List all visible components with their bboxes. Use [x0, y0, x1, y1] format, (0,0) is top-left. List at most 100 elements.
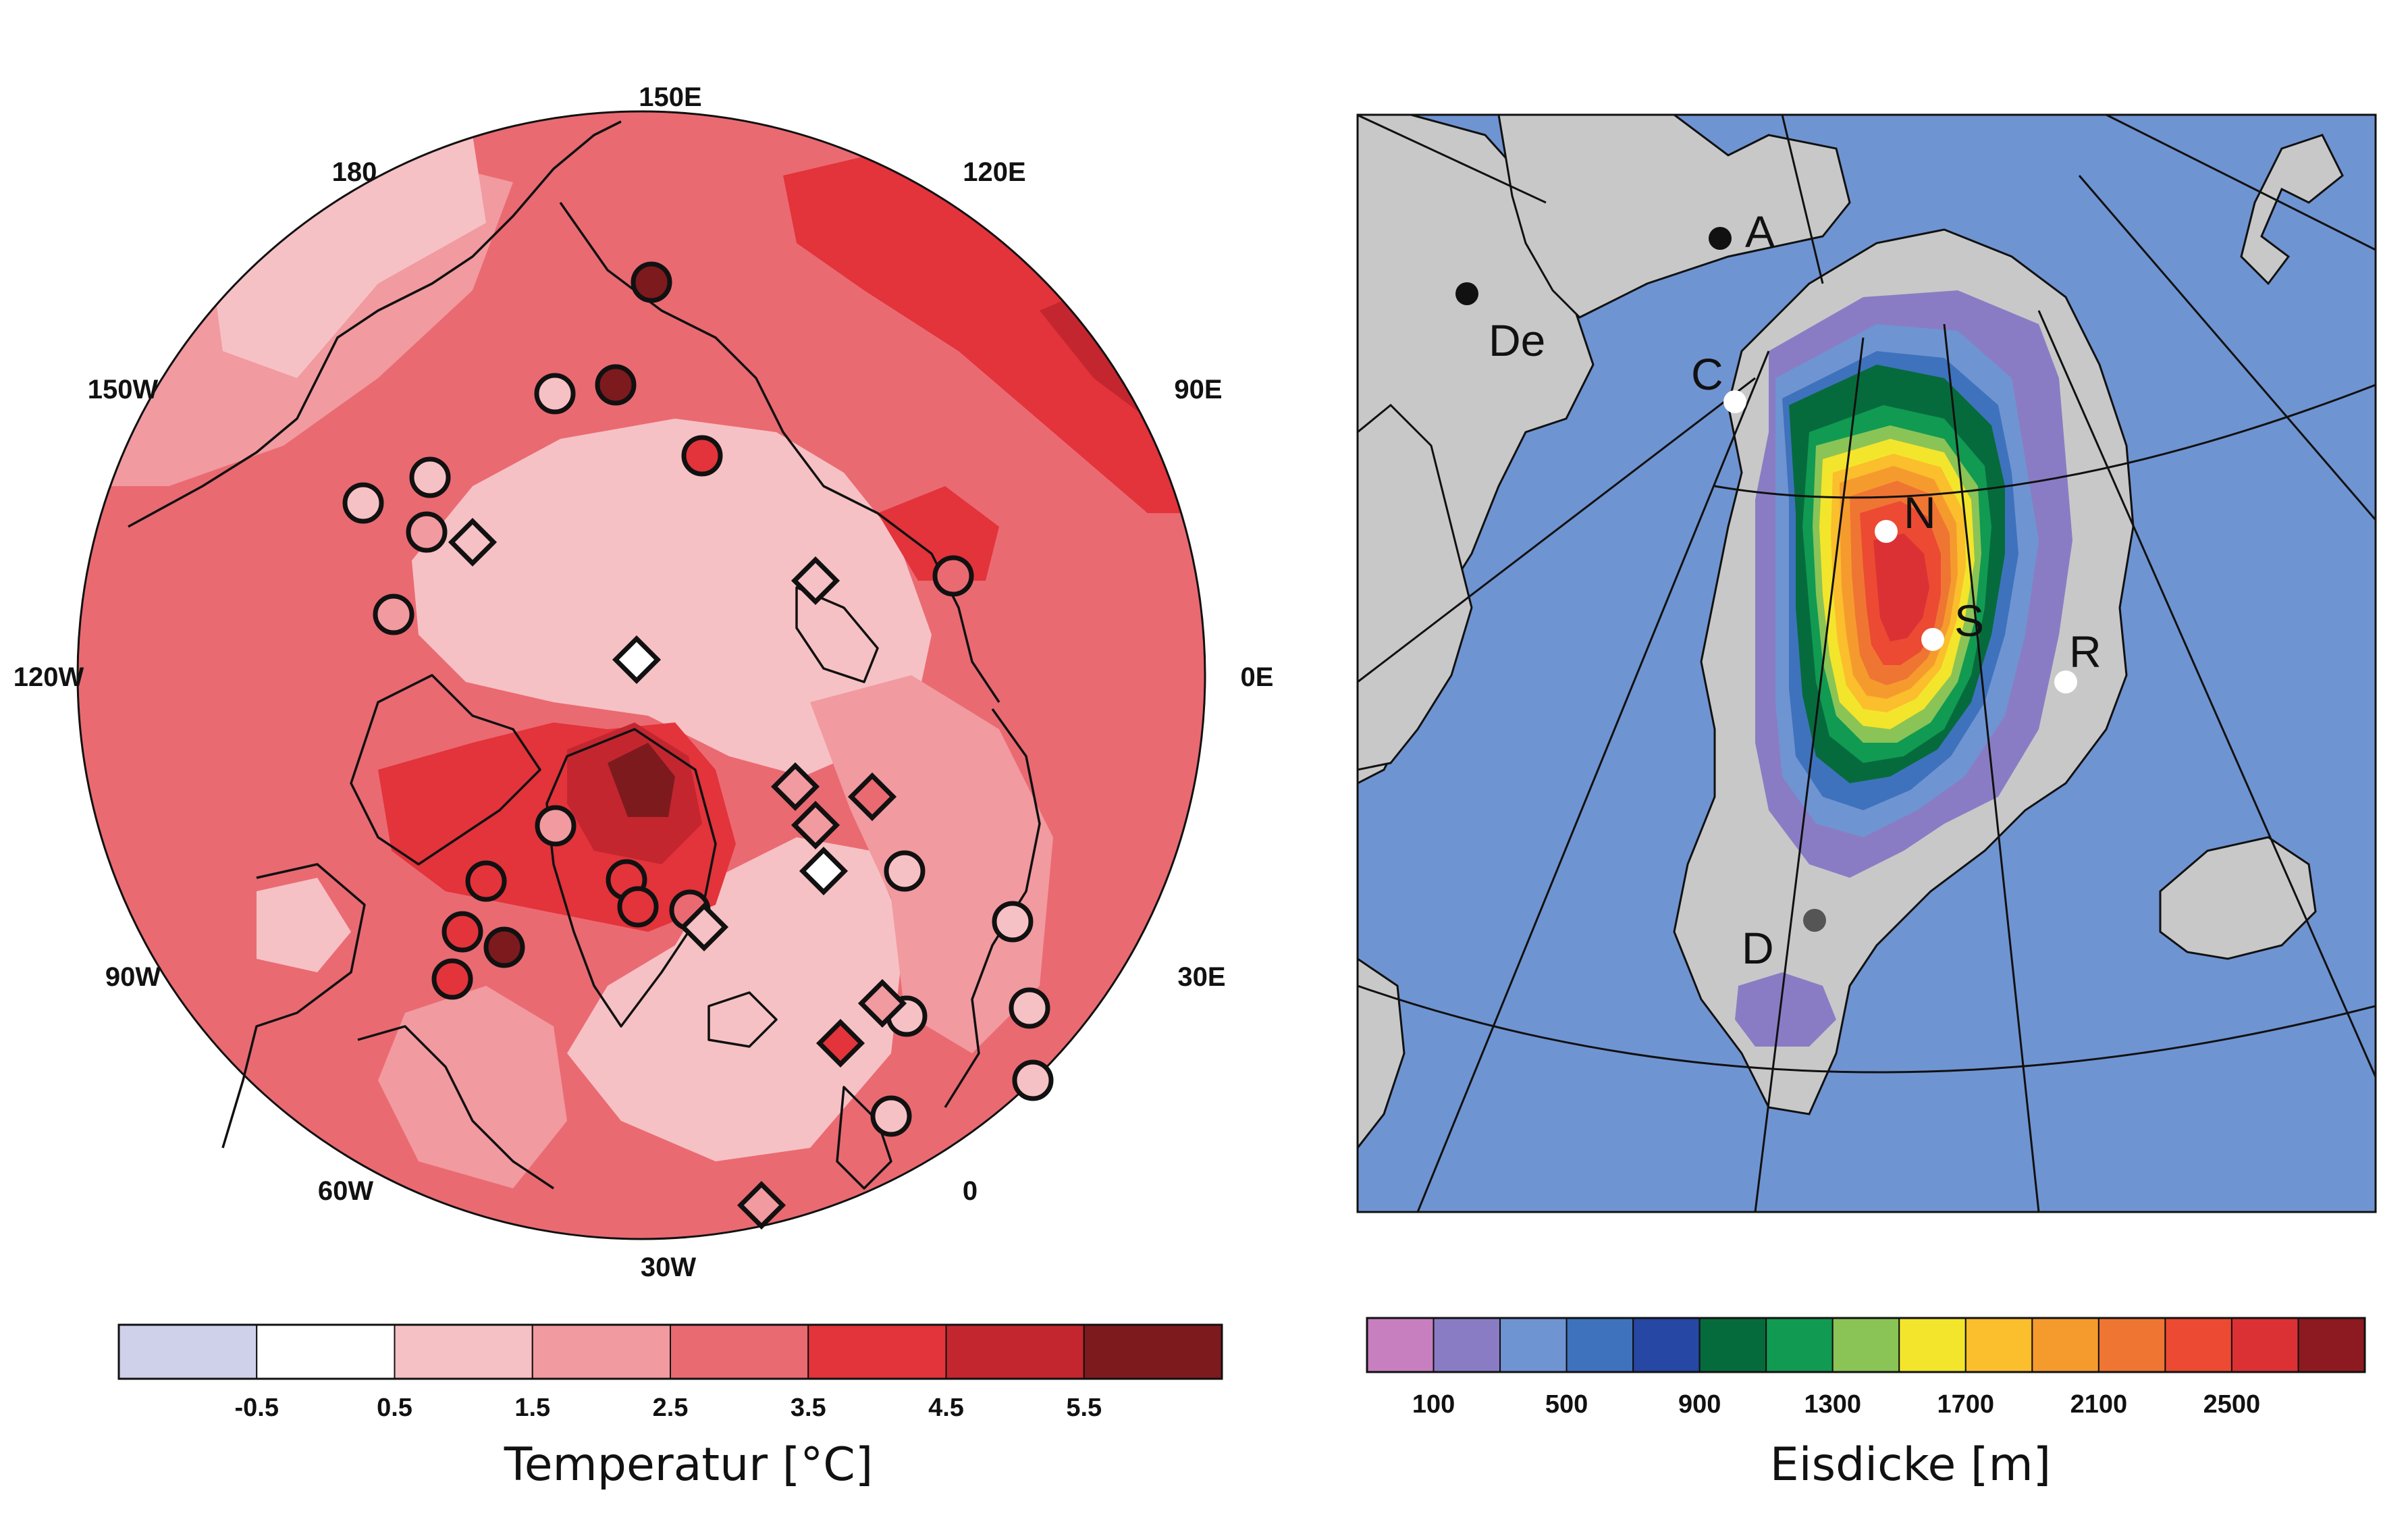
ice-thickness-colorbar: 100 500 900 1300 1700 2100 2500 Eisdicke [m] [1366, 1317, 2366, 1492]
lon-label-150e: 150E [639, 82, 701, 112]
lon-label-120w: 120W [14, 662, 84, 692]
marker-diamond [847, 772, 897, 822]
marker-circle [483, 926, 525, 968]
colorbar-swatch [1499, 1317, 1568, 1373]
coast-iceland [707, 991, 778, 1048]
colorbar-swatch [256, 1324, 396, 1379]
marker-circle [431, 958, 473, 1000]
parallel-80n-west [1358, 115, 1547, 204]
colorbar-swatches [118, 1324, 1223, 1379]
lon-label-0: 0 [963, 1176, 978, 1206]
site-dot-de [1455, 282, 1478, 305]
lon-label-180: 180 [332, 157, 377, 187]
field-labrador [378, 986, 567, 1188]
colorbar-swatch [2164, 1317, 2232, 1373]
temperature-colorbar: -0.5 0.5 1.5 2.5 3.5 4.5 5.5 Temperatur [°C] [117, 1323, 1223, 1492]
colorbar-tick-label: 5.5 [1066, 1394, 1102, 1422]
site-label-s: S [1954, 596, 1984, 646]
coast-alaska-chukotka [128, 120, 622, 528]
marker-diamond [679, 902, 729, 952]
meridian-15e [2106, 115, 2376, 251]
lon-label-120e: 120E [963, 157, 1025, 187]
parallel-70n [1358, 984, 2376, 1074]
site-label-de: De [1489, 315, 1545, 365]
marker-circle [465, 860, 507, 902]
marker-circle [342, 482, 384, 524]
colorbar-swatch [1433, 1317, 1501, 1373]
coast-siberia [559, 201, 1000, 703]
coast-greenland [545, 728, 717, 1028]
colorbar-tick-labels: 100 500 900 1300 1700 2100 2500 [1412, 1390, 2260, 1419]
field-taymyr-warm [878, 486, 999, 581]
meridian-15w [2037, 310, 2376, 1078]
marker-circle [992, 901, 1034, 943]
field-hudson-pale [257, 878, 351, 972]
marker-circle [595, 364, 637, 406]
coast-hudson [221, 863, 366, 1149]
ice-thickness-map: A De C N S R D 100 500 900 1300 1700 2100 2500… [1356, 113, 2377, 1492]
colorbar-tick-label: 2.5 [653, 1394, 689, 1422]
marker-circle [870, 1095, 912, 1137]
site-markers: A De C N S R D [1455, 207, 2102, 973]
colorbar-swatch [1632, 1317, 1701, 1373]
marker-circle [373, 594, 414, 635]
marker-circle [535, 805, 577, 847]
longitude-labels: 150E 120E 90E 0E 30E 0 30W 60W 90W 120W … [14, 82, 1274, 1282]
marker-circle [884, 850, 926, 892]
meridian-30w [1943, 323, 2040, 1212]
marker-circle [1012, 1059, 1054, 1101]
colorbar-tick-label: 3.5 [791, 1394, 826, 1422]
field-atlantic-pale [567, 837, 905, 1161]
ice-band-2700 [1873, 533, 1929, 641]
colorbar-swatch [2297, 1317, 2365, 1373]
map-boundary [76, 110, 1206, 1240]
colorbar-tick-label: 900 [1678, 1390, 1721, 1419]
field-siberia-warm [783, 149, 1205, 513]
lon-label-60w: 60W [318, 1176, 373, 1206]
site-dot-s [1921, 628, 1944, 651]
ice-thickness-colorbar-title: Eisdicke [m] [1770, 1438, 2051, 1492]
marker-diamond [448, 517, 498, 567]
marker-circle [932, 555, 974, 597]
meridian-90w [1781, 115, 1824, 284]
map-frame [1356, 113, 2377, 1213]
site-label-a: A [1745, 207, 1775, 257]
marker-diamond [791, 556, 840, 606]
site-label-n: N [1904, 488, 1936, 537]
colorbar-swatch [1964, 1317, 2033, 1373]
marker-diamond [612, 635, 662, 685]
colorbar-swatch [394, 1324, 533, 1379]
colorbar-swatch [1698, 1317, 1767, 1373]
lon-label-60e: 0E [1241, 662, 1274, 692]
land-svalbard [2240, 134, 2344, 286]
colorbar-swatch [2031, 1317, 2099, 1373]
colorbar-swatch [118, 1324, 258, 1379]
colorbar-swatch [1831, 1317, 1900, 1373]
colorbar-swatch [2230, 1317, 2299, 1373]
land-iceland [2159, 836, 2317, 960]
colorbar-tick-label: 0.5 [377, 1394, 412, 1422]
marker-circle [409, 456, 451, 498]
marker-circle [617, 886, 659, 928]
marker-diamond [791, 800, 840, 850]
coast-canadian-arch [350, 674, 541, 866]
colorbar-swatches [1366, 1317, 2365, 1373]
marker-circle [681, 435, 723, 477]
colorbar-tick-label: 100 [1412, 1390, 1455, 1419]
colorbar-tick-labels: -0.5 0.5 1.5 2.5 3.5 4.5 5.5 [235, 1394, 1102, 1422]
lon-label-150w: 150W [88, 375, 159, 404]
parallel-80n [1714, 384, 2376, 499]
marker-circle [406, 511, 448, 553]
site-dot-a [1709, 227, 1732, 250]
colorbar-swatch [1083, 1324, 1223, 1379]
field-scandinavia [810, 675, 1053, 1053]
land-ellesmere-north [1497, 115, 1851, 319]
temperature-colorbar-title: Temperatur [°C] [504, 1438, 874, 1492]
colorbar-tick-label: 1.5 [514, 1394, 550, 1422]
temperature-map: 150E 120E 90E 0E 30E 0 30W 60W 90W 120W … [14, 82, 1274, 1492]
meridian-75w [1358, 377, 1756, 683]
marker-diamond [737, 1180, 786, 1230]
colorbar-tick-label: 4.5 [928, 1394, 964, 1422]
proxy-markers [342, 261, 1054, 1230]
